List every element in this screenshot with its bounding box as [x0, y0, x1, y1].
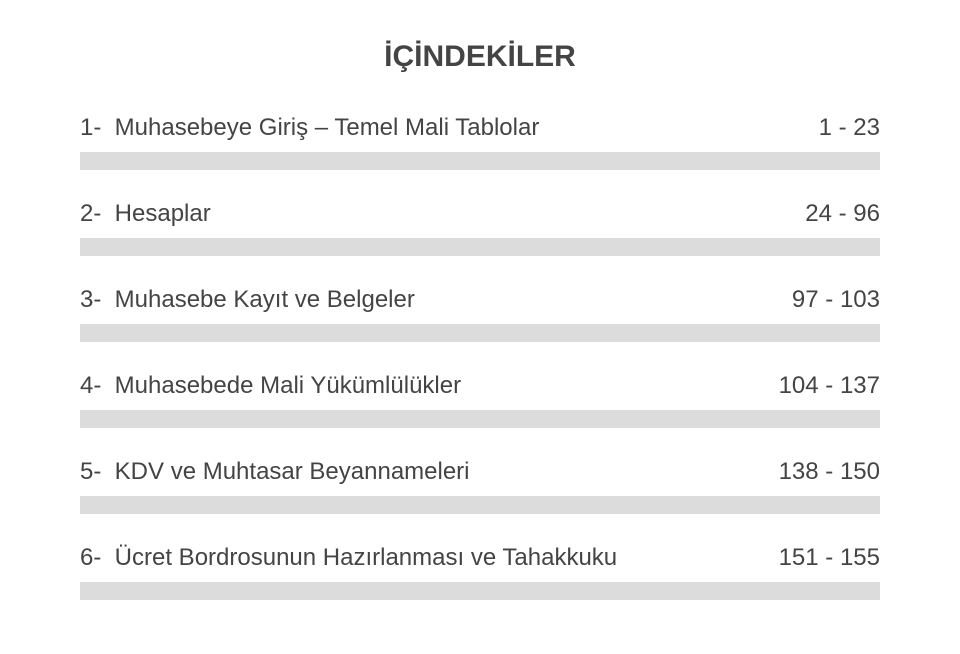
toc-row: 6- Ücret Bordrosunun Hazırlanması ve Tah…	[80, 544, 880, 572]
toc-label: 4- Muhasebede Mali Yükümlülükler	[80, 372, 461, 400]
toc-row: 2- Hesaplar 24 - 96	[80, 200, 880, 228]
toc-row: 3- Muhasebe Kayıt ve Belgeler 97 - 103	[80, 286, 880, 314]
page-title: İÇİNDEKİLER	[80, 40, 880, 74]
toc-list: 1- Muhasebeye Giriş – Temel Mali Tablola…	[80, 114, 880, 600]
toc-separator	[80, 410, 880, 428]
toc-label: 3- Muhasebe Kayıt ve Belgeler	[80, 286, 415, 314]
toc-label: 6- Ücret Bordrosunun Hazırlanması ve Tah…	[80, 544, 617, 572]
toc-pages: 151 - 155	[779, 544, 880, 572]
toc-pages: 24 - 96	[805, 200, 880, 228]
toc-separator	[80, 496, 880, 514]
toc-row: 1- Muhasebeye Giriş – Temel Mali Tablola…	[80, 114, 880, 142]
toc-separator	[80, 238, 880, 256]
toc-pages: 138 - 150	[779, 458, 880, 486]
toc-pages: 97 - 103	[792, 286, 880, 314]
toc-label: 2- Hesaplar	[80, 200, 211, 228]
toc-label: 5- KDV ve Muhtasar Beyannameleri	[80, 458, 470, 486]
toc-row: 5- KDV ve Muhtasar Beyannameleri 138 - 15…	[80, 458, 880, 486]
page-container: İÇİNDEKİLER 1- Muhasebeye Giriş – Temel …	[0, 0, 960, 600]
toc-pages: 1 - 23	[819, 114, 880, 142]
toc-separator	[80, 152, 880, 170]
toc-row: 4- Muhasebede Mali Yükümlülükler 104 - 13…	[80, 372, 880, 400]
toc-separator	[80, 582, 880, 600]
toc-pages: 104 - 137	[779, 372, 880, 400]
toc-label: 1- Muhasebeye Giriş – Temel Mali Tablola…	[80, 114, 539, 142]
toc-separator	[80, 324, 880, 342]
